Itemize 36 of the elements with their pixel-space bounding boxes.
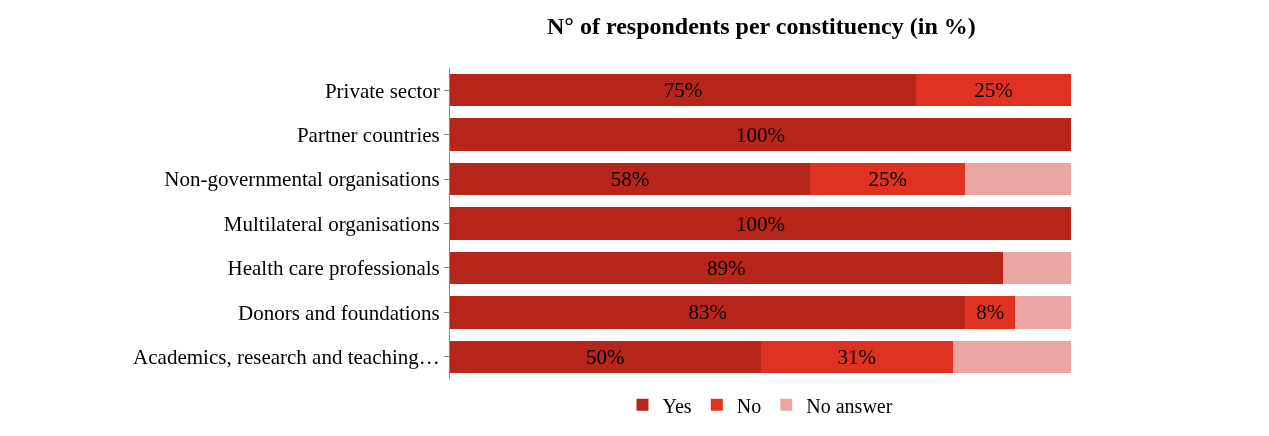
y-tick-label: Donors and foundations [237, 300, 440, 325]
bar [1002, 251, 1071, 285]
bar [450, 118, 1071, 151]
bar [953, 340, 1071, 373]
bar [450, 207, 1071, 240]
legend-label: No answer [806, 394, 893, 417]
legend-label: No [736, 394, 762, 417]
y-tick-label: Partner countries [296, 122, 440, 147]
bar [760, 340, 954, 373]
data-label: 58% [610, 167, 650, 192]
bar [965, 162, 1071, 196]
bar [450, 74, 916, 107]
bar [1015, 296, 1071, 329]
data-label: 8% [976, 300, 1005, 325]
data-label: 89% [707, 255, 746, 280]
data-label: 25% [868, 167, 908, 192]
chart-title: N° of respondents per constituency (in %) [547, 13, 976, 40]
y-tick-label: Multilateral organisations [223, 211, 440, 236]
bar [915, 74, 1071, 107]
data-label: 31% [837, 344, 877, 369]
data-label: 100% [736, 211, 785, 236]
bar [450, 340, 761, 373]
y-tick-label: Academics, research and teaching… [133, 345, 440, 370]
legend-label: Yes [662, 394, 692, 417]
y-tick-label: Non-governmental organisations [164, 167, 440, 192]
data-label: 25% [974, 78, 1013, 103]
data-label: 83% [688, 300, 727, 325]
bar [450, 162, 811, 196]
data-label: 50% [586, 344, 625, 369]
y-tick-label: Private sector [324, 78, 440, 103]
bar [450, 251, 1003, 285]
data-label: 100% [736, 122, 785, 147]
data-label: 75% [663, 78, 703, 103]
bar [810, 162, 966, 196]
bar [450, 296, 966, 329]
y-tick-label: Health care professionals [227, 256, 440, 281]
